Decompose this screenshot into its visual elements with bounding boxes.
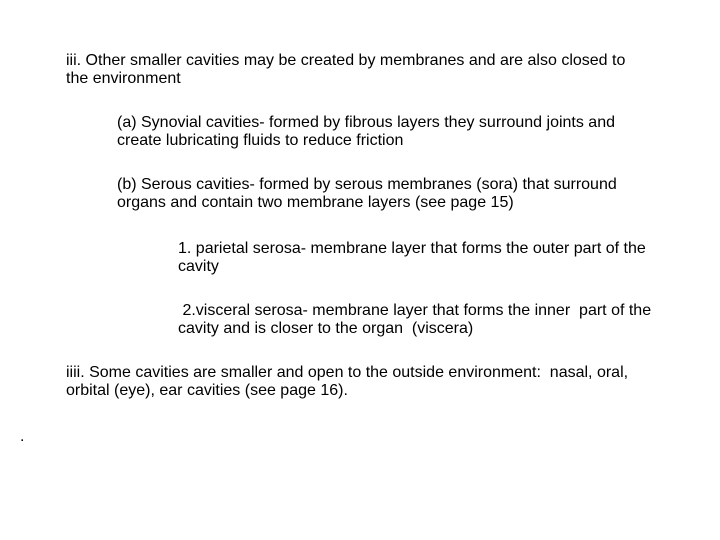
paragraph-iii: iii. Other smaller cavities may be creat… xyxy=(66,52,626,89)
paragraph-1: 1. parietal serosa- membrane layer that … xyxy=(178,240,656,277)
paragraph-iiii: iiii. Some cavities are smaller and open… xyxy=(66,364,662,401)
paragraph-2: 2.visceral serosa- membrane layer that f… xyxy=(178,302,668,339)
paragraph-a: (a) Synovial cavities- formed by fibrous… xyxy=(117,114,662,151)
stray-dot: . xyxy=(20,428,60,446)
paragraph-b: (b) Serous cavities- formed by serous me… xyxy=(117,176,647,213)
document-page: iii. Other smaller cavities may be creat… xyxy=(0,0,720,540)
